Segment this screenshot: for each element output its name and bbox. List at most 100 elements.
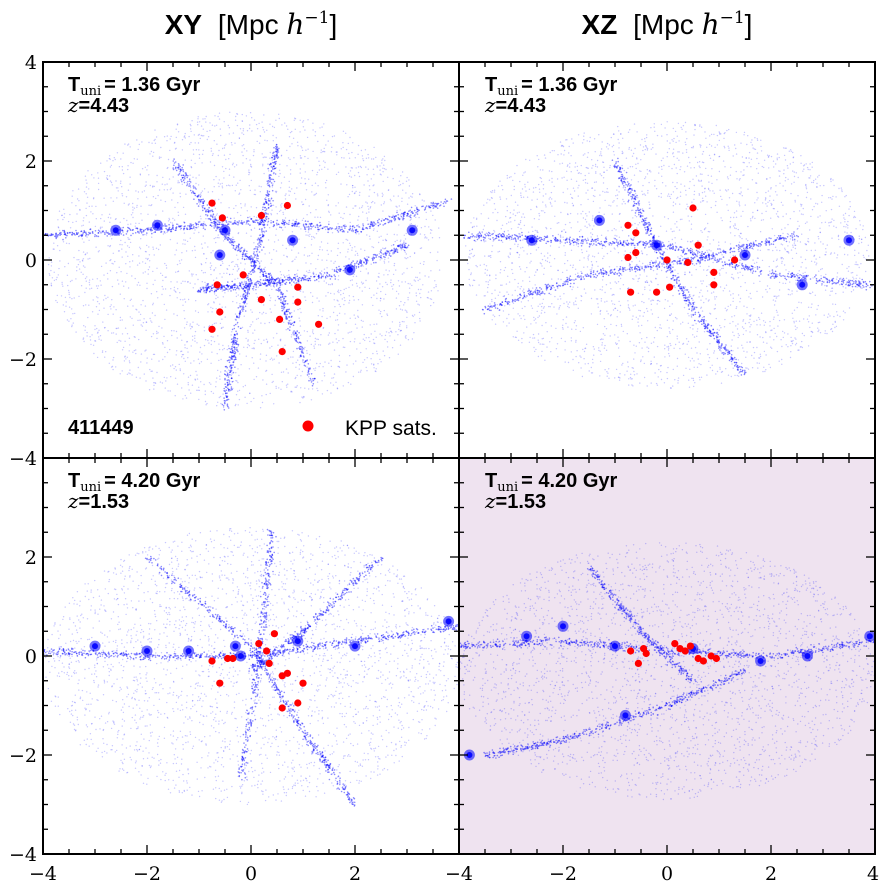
particle: [230, 367, 233, 370]
particle: [228, 235, 230, 237]
particle: [383, 355, 386, 357]
particle: [845, 287, 847, 289]
particle: [231, 184, 234, 187]
panel-background-top-left: [43, 62, 459, 458]
particle: [197, 358, 200, 360]
particle: [146, 357, 148, 359]
particle: [210, 362, 212, 364]
filament-particle: [269, 176, 271, 179]
particle: [67, 220, 70, 223]
particle: [191, 325, 193, 328]
particle: [405, 253, 407, 255]
particle: [384, 338, 386, 341]
particle: [351, 167, 353, 169]
filament-particle: [146, 228, 149, 231]
particle: [231, 164, 234, 166]
particle: [92, 198, 95, 200]
particle: [106, 178, 109, 180]
particle: [205, 404, 207, 406]
particle: [239, 327, 241, 330]
particle: [220, 285, 223, 287]
particle: [858, 238, 861, 240]
particle: [182, 280, 184, 282]
particle: [218, 149, 220, 152]
filament-particle: [248, 257, 250, 259]
filament-particle: [318, 276, 321, 279]
filament-particle: [244, 286, 246, 289]
filament-particle: [265, 275, 268, 277]
particle: [79, 209, 81, 211]
filament-particle: [225, 395, 228, 397]
particle: [430, 290, 433, 292]
filament-particle: [259, 269, 262, 271]
particle: [778, 295, 780, 297]
filament-particle: [285, 316, 288, 318]
filament-particle: [262, 223, 264, 226]
particle: [352, 363, 355, 365]
filament-particle: [300, 342, 302, 344]
filament-particle: [268, 279, 271, 282]
filament-particle: [336, 271, 339, 274]
particle: [648, 170, 651, 172]
particle: [181, 252, 183, 254]
particle: [337, 324, 340, 326]
particle: [357, 266, 360, 269]
particle: [373, 364, 375, 366]
particle: [429, 229, 432, 231]
particle: [251, 255, 253, 258]
filament-particle: [224, 402, 226, 405]
particle: [189, 128, 192, 130]
particle: [300, 311, 302, 314]
particle: [169, 238, 172, 241]
particle: [800, 162, 802, 164]
particle: [83, 325, 85, 327]
particle: [146, 362, 148, 364]
particle: [121, 169, 124, 171]
particle: [50, 284, 52, 286]
filament-particle: [228, 382, 231, 384]
filament-particle: [257, 257, 259, 260]
filament-particle: [272, 168, 274, 170]
filament-particle: [207, 282, 209, 285]
filament-particle: [300, 348, 303, 350]
particle: [213, 186, 215, 188]
particle: [91, 231, 94, 233]
particle: [419, 233, 422, 235]
filament-particle: [202, 209, 204, 212]
particle: [586, 167, 588, 169]
particle: [52, 248, 54, 250]
filament-particle: [264, 198, 266, 200]
particle: [183, 327, 186, 329]
filament-particle: [430, 202, 433, 204]
filament-particle: [279, 284, 282, 287]
filament-particle: [304, 360, 307, 363]
particle: [309, 359, 311, 361]
filament-particle: [256, 248, 259, 250]
particle: [97, 182, 100, 185]
particle: [397, 293, 400, 295]
particle: [395, 205, 397, 207]
particle: [141, 325, 144, 327]
filament-particle: [384, 252, 386, 255]
particle: [61, 283, 63, 285]
particle: [407, 257, 409, 259]
particle: [774, 191, 777, 193]
filament-particle: [292, 277, 295, 279]
particle: [92, 278, 94, 280]
particle: [81, 238, 84, 240]
particle: [355, 205, 357, 207]
particle: [195, 177, 197, 179]
filament-particle: [175, 227, 178, 230]
filament-particle: [295, 337, 298, 340]
particle: [349, 317, 351, 319]
filament-particle: [224, 383, 226, 386]
particle: [213, 302, 215, 304]
particle: [57, 219, 59, 221]
filament-particle: [272, 165, 275, 167]
filament-particle: [301, 346, 304, 349]
particle: [541, 258, 544, 261]
particle: [97, 188, 100, 191]
particle: [317, 140, 319, 143]
particle: [396, 209, 398, 212]
filament-particle: [188, 178, 191, 180]
